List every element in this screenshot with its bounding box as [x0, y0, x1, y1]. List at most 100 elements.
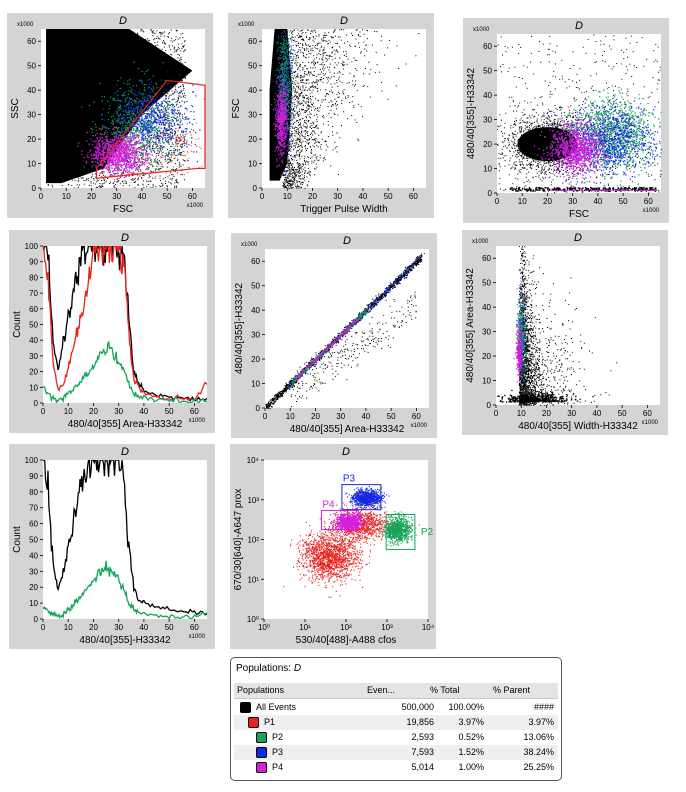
scatter-p4-points: [513, 323, 524, 389]
plot-fsc-area[interactable]: D 0 10 20 30 40 50 60 0 10 20 30 40 50 60 x1000 x1000 FSC…: [463, 18, 669, 223]
x-tick-label: 10: [62, 192, 71, 201]
y-multiplier: x1000: [241, 242, 258, 248]
y-tick-label: 0: [256, 404, 261, 413]
y-tick-label: 20: [251, 355, 260, 364]
population-events: 7,593: [411, 747, 434, 757]
population-name: P1: [264, 717, 275, 727]
y-tick-label: 20: [29, 368, 38, 377]
x-axis-label: Trigger Pulse Width: [300, 204, 387, 215]
x-tick-label: 10: [518, 197, 527, 206]
population-total: 100.00%: [448, 702, 484, 712]
y-axis-label: Count: [12, 526, 23, 553]
x-axis-label: 480/40[355] Width-H33342: [518, 421, 638, 432]
population-total: 1.00%: [458, 762, 484, 772]
y-tick-label: 10: [29, 383, 38, 392]
gate-p4-label: P4: [322, 499, 335, 510]
header-parent[interactable]: % Parent: [493, 685, 530, 695]
y-tick-label: 10: [29, 599, 38, 608]
header-events[interactable]: Even...: [367, 685, 395, 695]
table-row[interactable]: P2 2,593 0.52% 13.06%: [234, 730, 558, 745]
x-axis-label: FSC: [113, 204, 133, 215]
table-row[interactable]: P4 5,014 1.00% 25.25%: [234, 760, 558, 775]
y-multiplier: x1000: [17, 22, 34, 28]
x-multiplier: x1000: [187, 203, 204, 209]
scatter-baseline-points: [497, 389, 594, 403]
y-tick-label: 0: [32, 184, 37, 193]
population-color-swatch: [240, 702, 251, 713]
y-tick-label: 10⁴: [247, 456, 260, 465]
y-multiplier: x1000: [238, 22, 255, 28]
x-tick-label: 10: [517, 409, 526, 418]
x-tick-label: 50: [618, 409, 627, 418]
plot-title: D: [121, 232, 129, 244]
y-tick-label: 60: [251, 257, 260, 266]
x-tick-label: 20: [89, 407, 98, 416]
x-tick-label: 50: [384, 192, 393, 201]
x-multiplier: x1000: [189, 418, 206, 424]
x-tick-label: 0: [263, 412, 268, 421]
plot-cfos-prox[interactable]: D 10⁰ 10¹ 10² 10³ 10⁴ 10⁰ 10¹ 10² 10³ 10⁴ 530/40[48…: [230, 444, 436, 649]
population-name: All Events: [256, 702, 296, 712]
y-tick-label: 0: [487, 401, 492, 410]
plot-hist-red[interactable]: D 0 10 20 30 40 50 60 0 10 20 30 40 50 60 70 80 90 100 x100…: [9, 230, 215, 433]
y-axis-label: Count: [12, 311, 23, 338]
histogram-series-2: [43, 341, 207, 403]
y-tick-label: 80: [29, 488, 38, 497]
y-tick-label: 30: [251, 331, 260, 340]
y-tick-label: 60: [29, 520, 38, 529]
gate-p4-outline: [320, 509, 359, 531]
x-tick-label: 0: [494, 409, 499, 418]
y-tick-label: 40: [248, 86, 257, 95]
x-tick-label: 60: [188, 192, 197, 201]
y-tick-label: 20: [482, 352, 491, 361]
y-tick-label: 90: [29, 472, 38, 481]
scatter-p3-points: [92, 71, 205, 169]
scatter-lower-points: [290, 291, 417, 408]
plot-hist-green[interactable]: D 0 10 20 30 40 50 60 0 10 20 30 40 50 60 70 80 90 100 x100…: [9, 444, 215, 649]
gate-p2-outline: [385, 513, 416, 550]
header-total[interactable]: % Total: [430, 685, 459, 695]
plot-trigger-fsc[interactable]: D 0 10 20 30 40 50 60 0 10 20 30 40 50 60 x1000 Trigger …: [228, 13, 434, 218]
y-tick-label: 0: [34, 615, 39, 624]
plot-width-area[interactable]: D 0 10 20 30 40 50 60 0 10 20 30 40 50 60 x1000 x1000 480…: [462, 230, 668, 435]
x-tick-label: 40: [137, 192, 146, 201]
table-row[interactable]: P3 7,593 1.52% 38.24%: [234, 745, 558, 760]
y-tick-label: 30: [29, 352, 38, 361]
y-tick-label: 20: [27, 135, 36, 144]
population-events: 5,014: [411, 762, 434, 772]
plot-fsc-ssc[interactable]: D 0 10 20 30 40 50 60 0 10 20 30 40 50 60 x1000 x1000 FSC…: [7, 13, 213, 218]
population-parent: 13.06%: [523, 732, 554, 742]
y-tick-label: 70: [29, 289, 38, 298]
y-tick-label: 10: [27, 160, 36, 169]
scatter-p3-points: [345, 485, 390, 511]
x-axis-label: 480/40[355]-H33342: [79, 635, 171, 646]
gate-p1-outline: [95, 79, 206, 179]
x-axis-label: FSC: [569, 209, 589, 220]
table-row[interactable]: P1 19,856 3.97% 3.97%: [234, 715, 558, 730]
x-tick-label: 0: [495, 197, 500, 206]
y-tick-label: 50: [483, 67, 492, 76]
plot-title: D: [119, 15, 127, 27]
x-tick-label: 30: [114, 407, 123, 416]
x-tick-label: 60: [409, 192, 418, 201]
y-tick-label: 60: [27, 37, 36, 46]
population-events: 19,856: [406, 717, 434, 727]
y-tick-label: 60: [29, 305, 38, 314]
plot-title: D: [343, 235, 351, 247]
population-events: 2,593: [411, 732, 434, 742]
x-tick-label: 50: [165, 407, 174, 416]
population-parent: ####: [534, 702, 554, 712]
x-tick-label: 30: [333, 192, 342, 201]
plot-title: D: [574, 232, 582, 244]
plot-title: D: [121, 446, 129, 458]
gate-p3-outline: [341, 484, 382, 511]
table-row[interactable]: All Events 500,000 100.00% ####: [234, 700, 558, 715]
header-populations[interactable]: Populations: [237, 685, 284, 695]
y-tick-label: 70: [29, 504, 38, 513]
gate-p1-label: P1: [175, 136, 188, 147]
y-tick-label: 0: [488, 189, 493, 198]
x-tick-label: 30: [112, 192, 121, 201]
plot-title: D: [342, 446, 350, 458]
plot-area-height[interactable]: D 0 10 20 30 40 50 60 0 10 20 30 40 50 60 x1000 x1000 480…: [231, 233, 437, 438]
scatter-p4-points: [271, 62, 292, 176]
